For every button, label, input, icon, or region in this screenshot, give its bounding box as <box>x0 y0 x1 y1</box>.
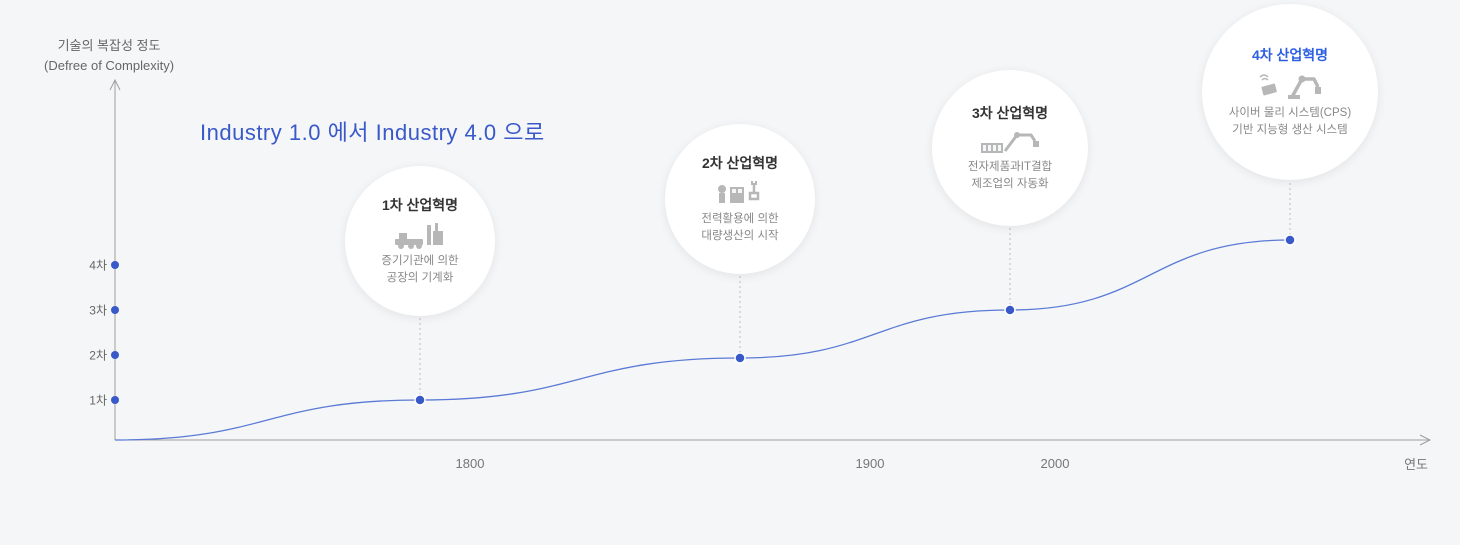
bubble-title: 2차 산업혁명 <box>702 153 778 173</box>
y-tick-label: 3차 <box>79 302 107 319</box>
cps-icon <box>1258 71 1322 101</box>
chart-container: 기술의 복잡성 정도 (Defree of Complexity) Indust… <box>0 0 1460 545</box>
y-tick-dot <box>111 306 119 314</box>
data-point <box>735 353 745 363</box>
bubble-p1: 1차 산업혁명증기기관에 의한 공장의 기계화 <box>345 166 495 316</box>
bubble-desc: 전력활용에 의한 대량생산의 시작 <box>701 211 778 244</box>
bubble-desc: 사이버 물리 시스템(CPS) 기반 지능형 생산 시스템 <box>1229 105 1351 138</box>
data-point <box>1005 305 1015 315</box>
chart-title: Industry 1.0 에서 Industry 4.0 으로 <box>200 115 545 147</box>
y-axis-title-line2: (Defree of Complexity) <box>44 56 174 76</box>
bubble-title: 3차 산업혁명 <box>972 103 1048 123</box>
y-axis-title-line1: 기술의 복잡성 정도 <box>44 36 174 56</box>
y-axis-title: 기술의 복잡성 정도 (Defree of Complexity) <box>44 36 174 75</box>
x-tick-label: 1800 <box>456 456 485 471</box>
bubble-p3: 3차 산업혁명전자제품과IT결합 제조업의 자동화 <box>932 70 1088 226</box>
y-tick-dot <box>111 396 119 404</box>
steam-icon <box>393 221 447 249</box>
data-point <box>1285 235 1295 245</box>
bubble-title: 4차 산업혁명 <box>1252 45 1328 65</box>
bubble-title: 1차 산업혁명 <box>382 195 458 215</box>
y-tick-label: 4차 <box>79 257 107 274</box>
trend-line <box>115 240 1290 440</box>
bubble-desc: 전자제품과IT결합 제조업의 자동화 <box>968 159 1052 192</box>
electric-icon <box>714 179 766 207</box>
bubble-desc: 증기기관에 의한 공장의 기계화 <box>381 253 458 286</box>
y-tick-label: 1차 <box>79 392 107 409</box>
robot-arm-icon <box>979 129 1041 155</box>
bubble-p4: 4차 산업혁명사이버 물리 시스템(CPS) 기반 지능형 생산 시스템 <box>1202 4 1378 180</box>
y-tick-dot <box>111 351 119 359</box>
y-tick-dot <box>111 261 119 269</box>
y-tick-label: 2차 <box>79 347 107 364</box>
bubble-p2: 2차 산업혁명전력활용에 의한 대량생산의 시작 <box>665 124 815 274</box>
data-point <box>415 395 425 405</box>
x-axis-title: 연도 <box>1404 454 1428 473</box>
x-tick-label: 1900 <box>856 456 885 471</box>
x-tick-label: 2000 <box>1041 456 1070 471</box>
